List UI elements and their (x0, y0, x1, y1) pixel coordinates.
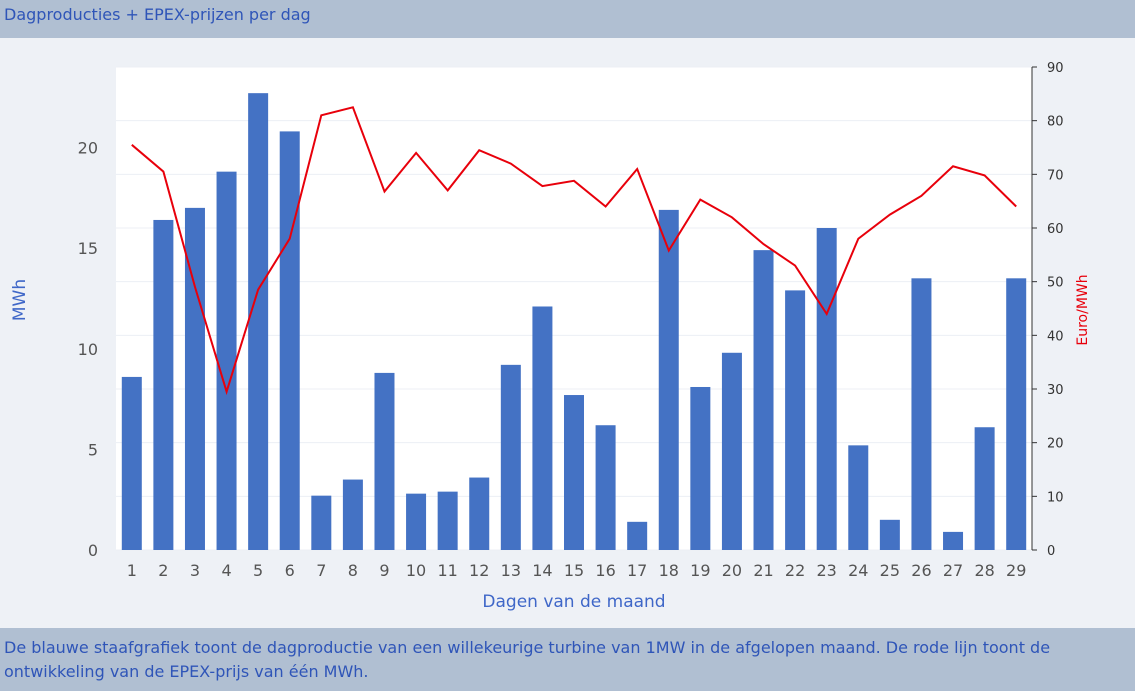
bar (564, 395, 584, 550)
y-axis-left: 0 5 10 15 20 (78, 139, 98, 561)
bar (721, 352, 742, 550)
x-axis-title: Dagen van de maand (482, 592, 665, 612)
x-tick-label: 21 (753, 561, 773, 580)
y-right-tick-label: 50 (1047, 276, 1064, 291)
x-tick-label: 5 (253, 561, 263, 580)
bar (153, 219, 174, 550)
bar (943, 531, 964, 550)
x-tick-label: 29 (1006, 561, 1026, 580)
x-tick-label: 1 (127, 561, 137, 580)
price-line (131, 106, 1017, 396)
x-tick-label: 9 (379, 561, 389, 580)
x-tick-label: 7 (316, 561, 326, 580)
bar-series (121, 93, 1027, 550)
chart-header: Dagproducties + EPEX-prijzen per dag (0, 0, 1135, 38)
x-tick-label: 10 (406, 561, 426, 580)
y-left-tick-label: 20 (78, 139, 98, 158)
bar (816, 228, 837, 550)
bar (627, 521, 648, 550)
caption-text: De blauwe staafgrafiek toont de dagprodu… (4, 638, 1051, 681)
x-tick-label: 19 (690, 561, 710, 580)
y-right-tick-label: 70 (1047, 168, 1064, 183)
bar (121, 376, 142, 550)
y-right-tick-label: 0 (1047, 544, 1055, 559)
x-tick-label: 20 (722, 561, 742, 580)
x-tick-label: 23 (817, 561, 837, 580)
y-right-tick-label: 30 (1047, 383, 1064, 398)
y-right-tick-label: 90 (1047, 61, 1064, 76)
x-tick-label: 26 (911, 561, 931, 580)
x-tick-label: 24 (848, 561, 868, 580)
bar (342, 479, 363, 550)
bar (437, 491, 458, 550)
x-axis: 1 2 3 4 5 6 7 8 9 10 11 12 13 14 15 16 17 18 19 20 21 22 23 24 2… (127, 561, 1027, 580)
bar (1006, 278, 1027, 550)
bar (911, 278, 932, 550)
y-axis-left-title: MWh (10, 279, 30, 321)
bar (848, 445, 869, 550)
y-right-tick-label: 60 (1047, 222, 1064, 237)
bar (532, 306, 553, 550)
bar (184, 207, 205, 550)
x-tick-label: 13 (501, 561, 521, 580)
y-right-tick-label: 80 (1047, 115, 1064, 130)
y-right-tick-label: 20 (1047, 437, 1064, 452)
bar (879, 519, 900, 550)
y-axis-right-title: Euro/MWh (1075, 274, 1091, 345)
x-tick-label: 8 (348, 561, 358, 580)
chart-caption: De blauwe staafgrafiek toont de dagprodu… (0, 628, 1135, 691)
x-tick-label: 11 (437, 561, 457, 580)
chart-title: Dagproducties + EPEX-prijzen per dag (4, 5, 311, 24)
bar (469, 477, 490, 550)
bar (753, 250, 774, 550)
bar (690, 386, 711, 550)
chart-area: 0 5 10 15 20 0 10 20 30 40 50 60 70 80 90 1 2 3 4 5 6 7 8 9 10… (0, 38, 1135, 628)
x-tick-label: 12 (469, 561, 489, 580)
x-tick-label: 25 (880, 561, 900, 580)
x-tick-label: 27 (943, 561, 963, 580)
y-right-tick-label: 40 (1047, 329, 1064, 344)
bar (658, 209, 679, 550)
x-tick-label: 18 (659, 561, 679, 580)
x-tick-label: 3 (190, 561, 200, 580)
x-tick-label: 16 (595, 561, 615, 580)
x-tick-label: 22 (785, 561, 805, 580)
x-tick-label: 17 (627, 561, 647, 580)
y-left-tick-label: 10 (78, 340, 98, 359)
bar (974, 427, 995, 550)
x-tick-label: 6 (285, 561, 295, 580)
x-tick-label: 2 (158, 561, 168, 580)
y-right-tick-label: 10 (1047, 490, 1064, 505)
y-left-tick-label: 5 (88, 440, 98, 459)
x-tick-label: 15 (564, 561, 584, 580)
bar (406, 493, 427, 550)
y-axis-right: 0 10 20 30 40 50 60 70 80 90 (1031, 61, 1064, 559)
x-tick-label: 4 (221, 561, 231, 580)
line-series (131, 106, 1017, 396)
x-tick-label: 28 (974, 561, 994, 580)
bar (311, 495, 332, 550)
bar (374, 372, 395, 550)
bar (216, 171, 237, 550)
bar (785, 290, 806, 550)
bar (248, 93, 269, 550)
y-left-tick-label: 0 (88, 541, 98, 560)
y-left-tick-label: 15 (78, 239, 98, 258)
bar (500, 364, 521, 550)
bar (279, 131, 300, 550)
x-tick-label: 14 (532, 561, 552, 580)
bar (595, 425, 616, 550)
